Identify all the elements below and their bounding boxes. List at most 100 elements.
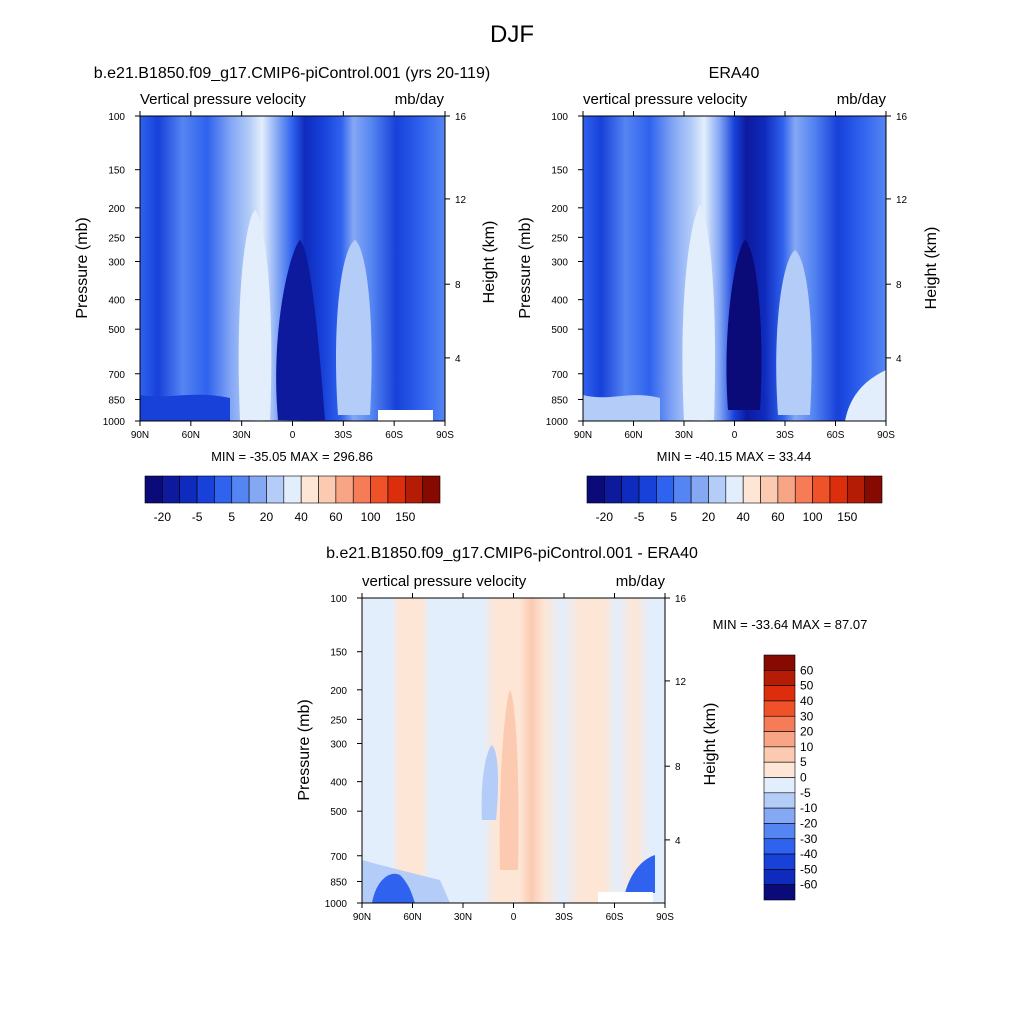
colorbar-box <box>725 475 744 504</box>
colorbar-label: 40 <box>800 694 814 708</box>
y-tick-label: 850 <box>551 395 568 406</box>
colorbar-box <box>763 670 796 686</box>
panel-model-axes: 90N 60N 30N 0 30S 60S 90S 100 150 200 250 300 400 500… <box>103 111 467 441</box>
panel-diff-axes: 90N 60N 30N 0 30S 60S 90S 100 150 200 250 300 400 500… <box>325 593 687 923</box>
y-tick-label: 250 <box>330 715 347 726</box>
y-tick-label: 150 <box>330 648 347 659</box>
diff-missing-region <box>598 892 653 903</box>
y-tick-right-label: 8 <box>455 280 461 291</box>
y-tick-label: 850 <box>108 395 125 406</box>
colorbar-label: -5 <box>800 786 811 800</box>
panel-model-unit-label: mb/day <box>395 91 445 108</box>
colorbar-label: 30 <box>800 709 814 723</box>
obs-polar-south <box>845 370 886 421</box>
colorbar-box <box>763 823 796 840</box>
x-tick-label: 30N <box>675 430 693 441</box>
panel-diff-title: b.e21.B1850.f09_g17.CMIP6-piControl.001 … <box>326 545 698 562</box>
colorbar-label: -30 <box>800 832 818 846</box>
colorbar-box <box>387 475 406 504</box>
colorbar-label: 60 <box>329 510 343 524</box>
colorbar-box <box>318 475 337 504</box>
y-tick-label: 700 <box>330 852 347 863</box>
y-tick-label: 700 <box>108 370 125 381</box>
panel-obs-axes: 90N 60N 30N 0 30S 60S 90S 100 150 200 250 300 400 500… <box>546 111 908 441</box>
x-tick-label: 30S <box>776 430 794 441</box>
colorbar-box <box>266 475 285 504</box>
colorbar-label: -5 <box>192 510 203 524</box>
y-tick-right-label: 8 <box>675 762 681 773</box>
panel-diff: b.e21.B1850.f09_g17.CMIP6-piControl.001 … <box>296 545 867 923</box>
colorbar-box <box>763 838 796 855</box>
colorbar-box <box>283 475 302 504</box>
x-tick-label: 30N <box>454 912 472 923</box>
colorbar-box <box>231 475 250 504</box>
x-tick-label: 0 <box>511 912 517 923</box>
y-tick-label: 200 <box>330 686 347 697</box>
obs-surface-band <box>583 395 660 421</box>
x-tick-label: 0 <box>290 430 296 441</box>
colorbar-label: 5 <box>670 510 677 524</box>
colorbar-box <box>404 475 423 504</box>
colorbar-box <box>812 475 831 504</box>
colorbar-label: -50 <box>800 862 818 876</box>
colorbar-label: 20 <box>800 725 814 739</box>
colorbar-box <box>179 475 198 504</box>
colorbar-label: 10 <box>800 740 814 754</box>
colorbar-box <box>763 654 796 671</box>
colorbar-box <box>162 475 181 504</box>
colorbar-box <box>370 475 389 504</box>
panel-model-left-label: Vertical pressure velocity <box>140 91 306 108</box>
colorbar-label: 150 <box>837 510 857 524</box>
y-tick-right-label: 4 <box>896 354 902 365</box>
y-tick-label: 300 <box>108 258 125 269</box>
x-tick-label: 60S <box>827 430 845 441</box>
diff-positive-core <box>499 690 519 870</box>
y-tick-right-label: 4 <box>455 354 461 365</box>
y-tick-label: 150 <box>551 166 568 177</box>
y-tick-label: 500 <box>108 325 125 336</box>
y-tick-right-label: 16 <box>675 594 687 605</box>
colorbar-box <box>763 792 796 809</box>
colorbar-box <box>352 475 371 504</box>
y-tick-label: 400 <box>330 778 347 789</box>
panel-model-ylabel: Pressure (mb) <box>74 217 91 318</box>
colorbar-box <box>214 475 233 504</box>
x-tick-label: 60N <box>403 912 421 923</box>
x-tick-label: 0 <box>732 430 738 441</box>
panel-model-minmax: MIN = -35.05 MAX = 296.86 <box>211 449 373 464</box>
colorbar-label: -20 <box>154 510 172 524</box>
y-tick-label: 250 <box>551 233 568 244</box>
obs-subsidence-core <box>682 205 716 420</box>
colorbar-box <box>604 475 623 504</box>
figure-title: DJF <box>490 21 534 48</box>
panel-model-ylabel-right: Height (km) <box>481 221 498 304</box>
x-tick-label: 60N <box>182 430 200 441</box>
y-tick-label: 400 <box>551 296 568 307</box>
panel-obs-ylabel-right: Height (km) <box>923 227 940 310</box>
x-tick-label: 30N <box>232 430 250 441</box>
colorbar-box <box>763 807 796 824</box>
panel-diff-unit-label: mb/day <box>616 573 666 590</box>
x-tick-label: 90N <box>353 912 371 923</box>
colorbar-label: -20 <box>596 510 614 524</box>
y-tick-right-label: 12 <box>455 195 467 206</box>
y-tick-right-label: 4 <box>675 836 681 847</box>
panel-obs-minmax: MIN = -40.15 MAX = 33.44 <box>657 449 812 464</box>
colorbar-label: 40 <box>736 510 750 524</box>
colorbar-label: 100 <box>361 510 381 524</box>
obs-subsidence-south <box>776 250 812 415</box>
colorbar-label: 50 <box>800 679 814 693</box>
colorbar-box <box>763 746 796 763</box>
colorbar-box <box>300 475 319 504</box>
x-tick-label: 60S <box>385 430 403 441</box>
panel-model-colorbar: -20 -5 5 20 40 60 100 150 <box>144 475 441 524</box>
y-tick-label: 1000 <box>546 417 569 428</box>
colorbar-box <box>777 475 796 504</box>
x-tick-label: 90S <box>436 430 454 441</box>
y-tick-right-label: 12 <box>675 677 687 688</box>
y-tick-label: 1000 <box>103 417 126 428</box>
colorbar-box <box>708 475 727 504</box>
y-tick-label: 200 <box>551 204 568 215</box>
panel-obs-colorbar: -20 -5 5 20 40 60 100 150 <box>586 475 883 524</box>
x-tick-label: 90S <box>877 430 895 441</box>
